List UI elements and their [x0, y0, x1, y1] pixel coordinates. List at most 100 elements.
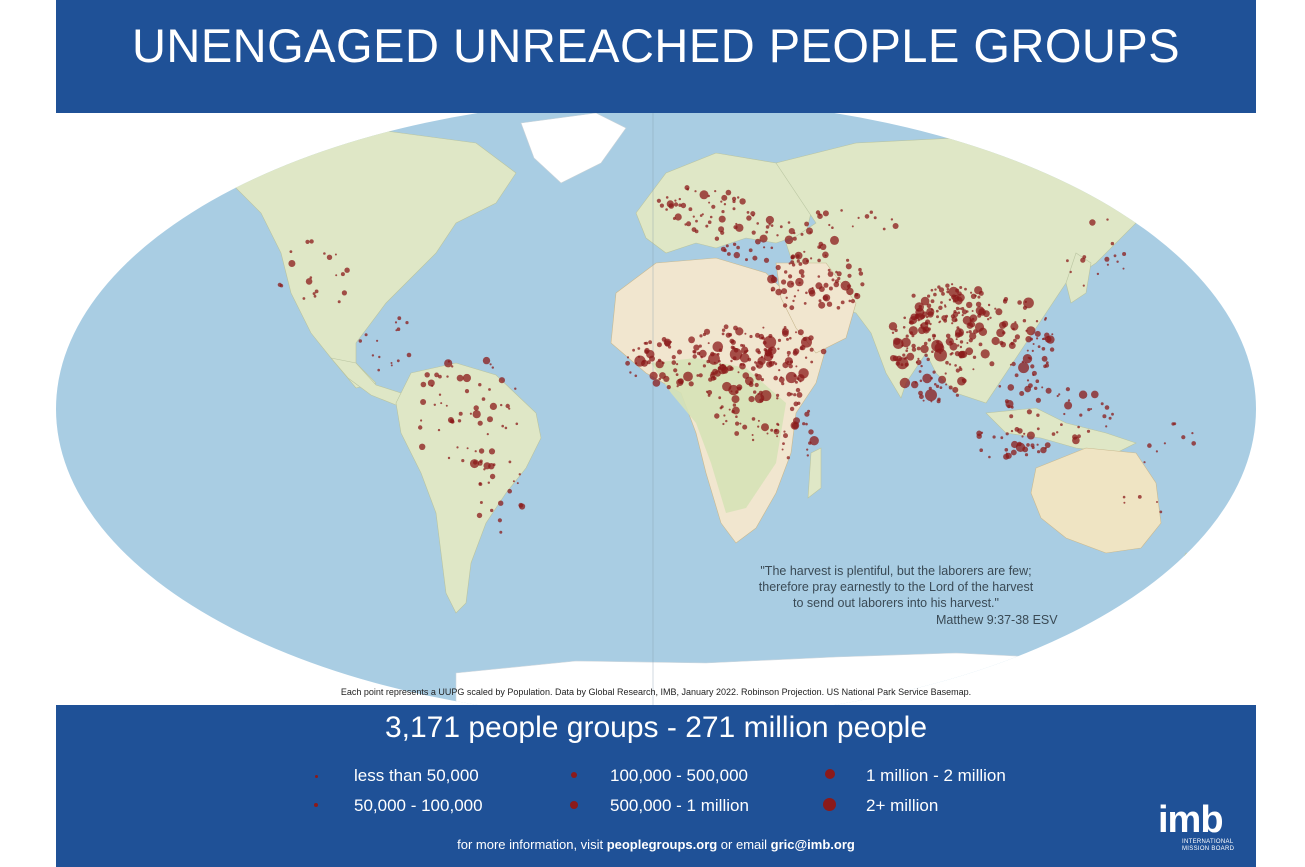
- people-group-point: [1106, 218, 1109, 221]
- people-group-point: [1010, 429, 1014, 433]
- people-group-point: [737, 371, 740, 374]
- people-group-point: [777, 338, 782, 342]
- people-group-point: [478, 448, 485, 454]
- people-group-point: [980, 349, 990, 359]
- people-group-point: [902, 353, 906, 357]
- people-group-point: [748, 248, 753, 253]
- people-group-point: [1011, 440, 1019, 449]
- people-group-point: [673, 368, 678, 373]
- people-group-point: [1191, 441, 1196, 446]
- people-group-point: [649, 371, 658, 380]
- people-group-point: [288, 260, 296, 267]
- people-group-point: [1056, 394, 1059, 398]
- people-group-point: [794, 251, 803, 260]
- people-group-point: [683, 371, 693, 382]
- imb-logo: imb INTERNATIONAL MISSION BOARD: [1158, 799, 1248, 861]
- people-group-point: [763, 246, 766, 249]
- people-group-point: [728, 384, 739, 396]
- people-group-point: [699, 334, 703, 338]
- people-group-point: [431, 384, 434, 387]
- people-group-point: [944, 372, 947, 375]
- people-group-point: [896, 357, 909, 370]
- people-group-point: [949, 340, 952, 344]
- logo-subtitle: INTERNATIONAL MISSION BOARD: [1182, 839, 1234, 853]
- people-group-point: [686, 221, 692, 227]
- people-group-point: [721, 332, 725, 336]
- people-group-point: [851, 225, 854, 228]
- people-group-point: [1002, 331, 1006, 335]
- people-group-point: [1122, 252, 1127, 256]
- people-group-point: [1025, 329, 1028, 332]
- people-group-point: [778, 369, 781, 372]
- people-group-point: [968, 330, 972, 334]
- people-group-point: [794, 380, 798, 384]
- people-group-point: [950, 314, 956, 319]
- people-group-point: [1014, 373, 1019, 378]
- people-group-point: [656, 198, 662, 203]
- people-group-point: [918, 370, 922, 373]
- people-group-point: [808, 429, 814, 435]
- people-group-point: [840, 280, 851, 291]
- people-group-point: [781, 279, 787, 285]
- people-group-point: [680, 380, 683, 384]
- people-group-point: [500, 403, 503, 407]
- people-group-point: [1024, 385, 1031, 393]
- people-group-point: [335, 274, 338, 277]
- people-group-point: [773, 375, 778, 381]
- people-group-point: [1104, 256, 1110, 262]
- people-group-point: [1159, 510, 1163, 514]
- people-group-point: [1100, 402, 1104, 406]
- people-group-point: [491, 366, 494, 369]
- people-group-point: [1022, 305, 1028, 310]
- people-group-point: [1030, 443, 1035, 448]
- people-group-point: [326, 254, 333, 260]
- people-group-point: [714, 236, 720, 241]
- quote-source: Matthew 9:37-38 ESV: [936, 613, 1058, 627]
- people-group-point: [818, 213, 821, 216]
- people-group-point: [434, 372, 439, 378]
- people-group-point: [882, 227, 886, 231]
- people-group-point: [926, 357, 930, 362]
- people-group-point: [1155, 450, 1158, 453]
- people-group-point: [1021, 435, 1024, 438]
- people-group-point: [906, 352, 915, 361]
- people-group-point: [671, 355, 676, 360]
- people-group-point: [309, 276, 313, 279]
- people-group-point: [938, 321, 941, 324]
- people-group-point: [919, 379, 923, 383]
- people-group-point: [462, 373, 471, 383]
- people-group-point: [991, 336, 1000, 346]
- people-group-point: [688, 362, 691, 366]
- people-group-point: [734, 431, 740, 436]
- people-group-point: [733, 251, 740, 259]
- people-group-point: [1111, 412, 1114, 416]
- people-group-point: [732, 406, 740, 415]
- people-group-point: [1044, 363, 1050, 368]
- people-group-point: [698, 344, 702, 348]
- people-group-point: [1036, 413, 1040, 417]
- people-group-point: [1051, 432, 1056, 436]
- people-group-point: [757, 419, 760, 422]
- people-group-point: [891, 331, 895, 334]
- people-group-point: [936, 315, 939, 319]
- people-group-point: [958, 329, 962, 332]
- people-group-point: [776, 234, 779, 237]
- people-group-point: [1064, 401, 1073, 410]
- people-group-point: [797, 401, 801, 405]
- people-group-point: [945, 383, 948, 386]
- people-group-point: [1001, 320, 1009, 328]
- people-group-point: [795, 331, 797, 334]
- people-group-point: [699, 190, 709, 200]
- email-link[interactable]: gric@imb.org: [770, 837, 855, 852]
- people-group-point: [895, 359, 898, 362]
- people-group-point: [695, 219, 698, 223]
- people-group-point: [858, 267, 862, 272]
- people-group-point: [952, 386, 959, 393]
- website-link[interactable]: peoplegroups.org: [606, 837, 718, 852]
- people-group-point: [508, 460, 512, 464]
- legend-label-2: 50,000 - 100,000: [354, 796, 483, 815]
- people-group-point: [635, 362, 638, 365]
- people-group-point: [394, 321, 398, 324]
- people-group-point: [792, 299, 795, 303]
- people-group-point: [756, 365, 759, 368]
